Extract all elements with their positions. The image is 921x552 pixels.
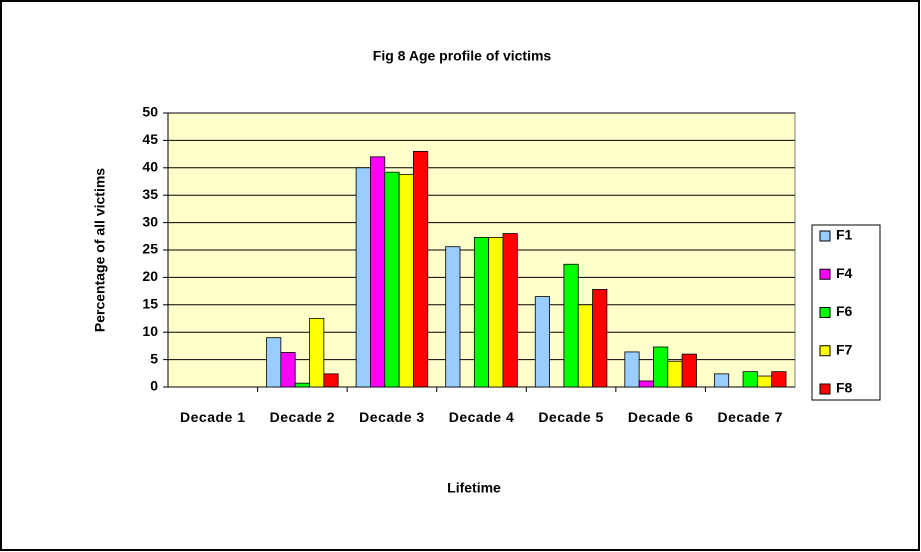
bar (638, 380, 654, 388)
y-tick-label: 20 (142, 268, 158, 284)
legend-swatch (819, 268, 831, 280)
bar (742, 371, 758, 388)
bar (502, 233, 518, 388)
bar (756, 375, 773, 388)
x-tick-label: Decade 3 (359, 409, 425, 425)
y-tick-label: 25 (142, 241, 158, 257)
y-tick-label: 40 (142, 159, 158, 175)
legend-label: F4 (836, 265, 853, 281)
bar (473, 236, 490, 388)
legend-label: F8 (836, 380, 853, 396)
x-tick-label: Decade 1 (180, 409, 246, 425)
x-tick-label: Decade 7 (717, 409, 783, 425)
y-tick-label: 15 (142, 296, 158, 312)
bar (370, 156, 386, 388)
bar (681, 353, 697, 388)
bar (653, 346, 669, 388)
bar (667, 360, 683, 388)
bar (445, 246, 461, 388)
legend-label: F1 (836, 227, 853, 243)
bar (398, 173, 414, 388)
bar (413, 150, 429, 388)
bar (384, 171, 400, 388)
bar (577, 304, 593, 388)
bar (266, 337, 282, 388)
bar (355, 167, 371, 388)
x-tick-label: Decade 2 (269, 409, 336, 425)
legend-label: F7 (836, 341, 853, 357)
legend-swatch (819, 345, 831, 357)
y-axis-label: Percentage of all victims (92, 168, 108, 332)
y-tick-label: 45 (142, 131, 158, 147)
legend-swatch (819, 230, 831, 242)
y-tick-label: 35 (142, 186, 158, 202)
bar (294, 382, 310, 388)
legend-swatch (819, 307, 831, 318)
y-tick-label: 10 (142, 323, 158, 339)
x-tick-label: Decade 5 (538, 409, 604, 425)
chart-title: Fig 8 Age profile of victims (373, 48, 552, 64)
bar (488, 236, 504, 388)
bar (563, 263, 579, 388)
y-tick-label: 50 (142, 104, 158, 120)
bar (713, 373, 730, 388)
bar (309, 318, 325, 388)
y-tick-label: 0 (150, 378, 158, 394)
y-tick-label: 5 (150, 350, 158, 366)
x-axis-label: Lifetime (447, 480, 501, 496)
x-tick-label: Decade 4 (448, 409, 515, 425)
legend-label: F6 (836, 303, 853, 319)
bar (323, 373, 339, 388)
bar (280, 352, 296, 388)
legend-swatch (819, 383, 831, 395)
bar (534, 296, 550, 388)
y-tick-label: 30 (142, 213, 158, 229)
bar (771, 371, 787, 388)
bar (592, 289, 608, 388)
bar (624, 351, 640, 388)
x-tick-label: Decade 6 (627, 409, 694, 425)
